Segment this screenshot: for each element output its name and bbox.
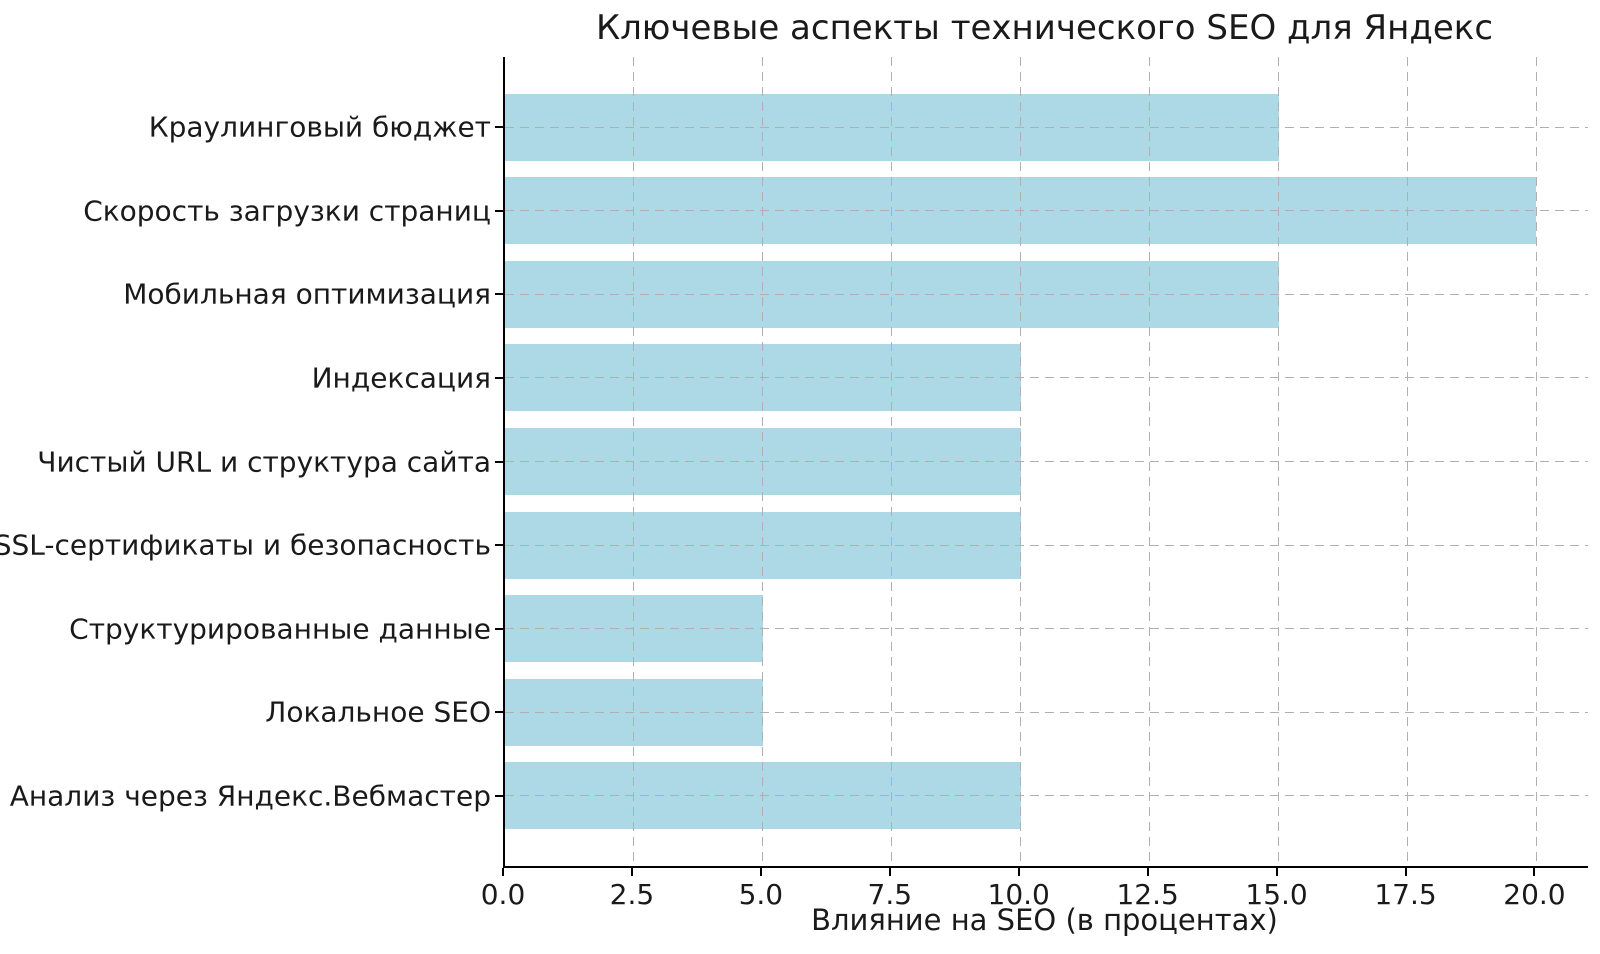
gridline-vertical (1535, 57, 1537, 866)
gridline-horizontal (505, 628, 1588, 630)
gridline-horizontal (505, 795, 1588, 797)
gridline-vertical (762, 57, 764, 866)
y-tick-label: Индексация (311, 361, 491, 395)
x-tick-mark (1404, 868, 1407, 876)
y-tick-label: Чистый URL и структура сайта (37, 445, 491, 478)
x-tick-label: 7.5 (867, 878, 913, 911)
y-tick-label: Краулинговый бюджет (148, 110, 491, 144)
x-tick-label: 17.5 (1374, 878, 1437, 911)
x-tick-mark (1275, 868, 1278, 876)
y-tick-mark (495, 794, 503, 797)
y-tick-label: SSL-сертификаты и безопасность (0, 528, 491, 562)
y-tick-label: Скорость загрузки страниц (83, 194, 491, 228)
gridline-horizontal (505, 293, 1588, 295)
chart-title: Ключевые аспекты технического SEO для Ян… (595, 8, 1494, 48)
x-tick-label: 10.0 (987, 878, 1050, 911)
x-tick-label: 12.5 (1116, 878, 1179, 911)
x-tick-label: 5.0 (738, 878, 784, 911)
y-tick-label: Локальное SEO (265, 695, 491, 729)
x-axis-label: Влияние на SEO (в процентах) (811, 903, 1278, 937)
y-tick-mark (495, 293, 503, 296)
gridline-vertical (891, 57, 893, 866)
y-tick-mark (495, 711, 503, 714)
gridline-horizontal (505, 210, 1588, 212)
y-tick-mark (495, 460, 503, 463)
x-tick-label: 2.5 (609, 878, 655, 911)
x-tick-mark (1533, 868, 1536, 876)
y-tick-label: Структурированные данные (69, 612, 491, 646)
gridline-horizontal (505, 377, 1588, 379)
x-tick-label: 0.0 (480, 878, 526, 911)
x-tick-mark (759, 868, 762, 876)
y-tick-label: Мобильная оптимизация (123, 277, 491, 311)
y-tick-mark (495, 544, 503, 547)
gridline-vertical (633, 57, 635, 866)
gridline-horizontal (505, 711, 1588, 713)
x-tick-mark (502, 868, 504, 876)
plot-area (503, 57, 1588, 868)
gridline-vertical (1278, 57, 1280, 866)
y-tick-mark (495, 126, 503, 129)
gridline-horizontal (505, 544, 1588, 546)
y-tick-mark (495, 209, 503, 212)
gridline-vertical (1149, 57, 1151, 866)
x-tick-mark (1017, 868, 1020, 876)
gridline-vertical (1020, 57, 1022, 866)
y-tick-mark (495, 376, 503, 379)
x-tick-mark (1146, 868, 1149, 876)
y-tick-mark (495, 627, 503, 630)
gridline-vertical (1407, 57, 1408, 866)
x-tick-mark (888, 868, 891, 876)
y-tick-label: Анализ через Яндекс.Вебмастер (9, 779, 491, 813)
x-tick-label: 20.0 (1503, 878, 1566, 911)
gridline-horizontal (505, 126, 1588, 128)
x-tick-label: 15.0 (1245, 878, 1308, 911)
gridline-horizontal (505, 461, 1588, 462)
x-tick-mark (630, 868, 633, 876)
